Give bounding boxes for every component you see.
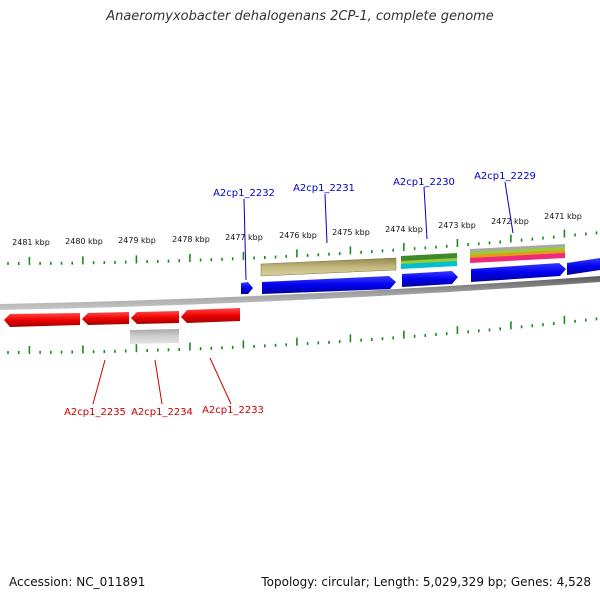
tick-label: 2478 kbp [172,235,210,244]
forward-strand-genes [241,258,600,294]
tick-label: 2477 kbp [225,233,263,242]
gene-labels-top: A2cp1_2232 A2cp1_2231 A2cp1_2230 A2cp1_2… [213,171,536,199]
genome-summary-text: Topology: circular; Length: 5,029,329 bp… [261,575,591,589]
gene-label[interactable]: A2cp1_2232 [213,188,275,199]
genome-title: Anaeromyxobacter dehalogenans 2CP-1, com… [106,9,494,24]
gene-label[interactable]: A2cp1_2231 [293,183,355,194]
feature-bar-pink [470,253,565,263]
tick-label: 2480 kbp [65,237,103,246]
tick-label: 2474 kbp [385,225,423,234]
tick-track-top [7,229,598,265]
tick-label: 2479 kbp [118,236,156,245]
tick-track-bottom [7,315,598,354]
tick-labels: 2481 kbp 2480 kbp 2479 kbp 2478 kbp 2477… [12,212,582,247]
gene-label[interactable]: A2cp1_2230 [393,177,455,188]
label-lines-top [243,181,514,281]
tick-label: 2475 kbp [332,228,370,237]
feature-bar-gray [130,329,179,344]
feature-track-top [260,244,565,277]
accession-text: Accession: NC_011891 [9,575,146,589]
gene-arrow-reverse[interactable] [131,311,179,324]
gene-arrow-forward[interactable] [262,276,396,294]
tick-label: 2471 kbp [544,212,582,221]
gene-arrow-forward[interactable] [471,263,566,282]
gene-labels-bottom: A2cp1_2235 A2cp1_2234 A2cp1_2233 [64,405,264,418]
reverse-strand-genes [4,308,240,327]
tick-label: 2476 kbp [279,231,317,240]
gene-arrow-forward[interactable] [567,258,600,275]
genome-backbone [0,276,600,310]
feature-bar-olive [260,257,397,277]
tick-label: 2472 kbp [491,217,529,226]
tick-label: 2473 kbp [438,221,476,230]
gene-arrow-reverse[interactable] [181,308,240,323]
tick-label: 2481 kbp [12,238,50,247]
gene-label[interactable]: A2cp1_2234 [131,407,193,418]
label-lines-bottom [92,357,232,405]
feature-bar-cyan [401,261,457,269]
gene-arrow-forward[interactable] [402,271,458,287]
gene-arrow-forward[interactable] [241,282,253,294]
gene-arrow-reverse[interactable] [82,312,129,325]
gene-label[interactable]: A2cp1_2235 [64,407,126,418]
gene-arrow-reverse[interactable] [4,313,80,327]
gene-label[interactable]: A2cp1_2233 [202,405,264,416]
gene-label[interactable]: A2cp1_2229 [474,171,536,182]
